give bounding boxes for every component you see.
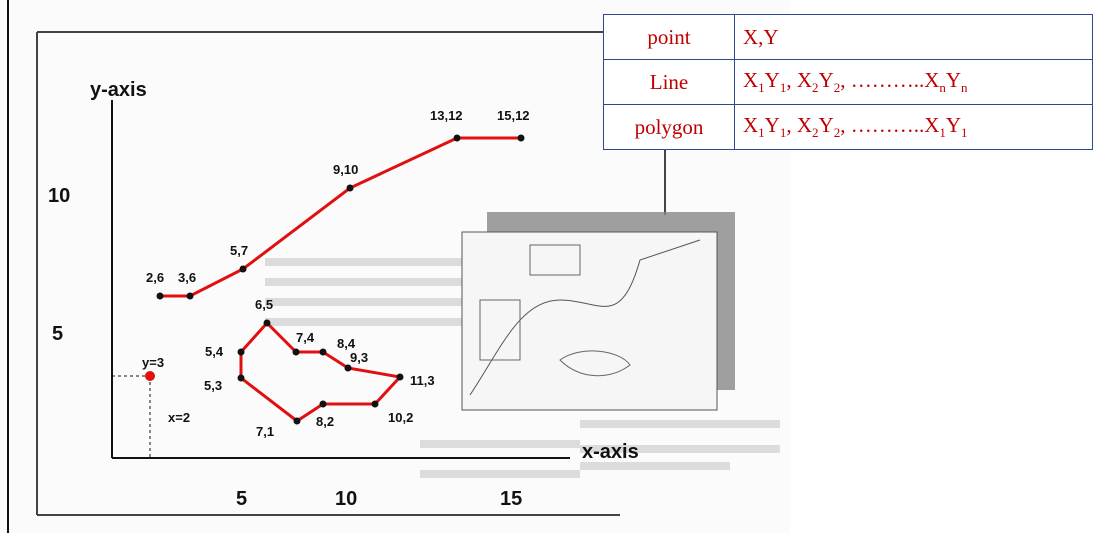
- vertex: [397, 374, 404, 381]
- vertex-label: 13,12: [430, 108, 463, 123]
- vertex-label: 5,4: [205, 344, 224, 359]
- coordinates: X,Y: [735, 15, 1093, 60]
- coord-text: , ………..X: [840, 68, 939, 92]
- coord-text: Y: [946, 68, 961, 92]
- vertex: [454, 135, 461, 142]
- point-label: y=3: [142, 355, 164, 370]
- feature-type: polygon: [604, 105, 735, 150]
- coord-text: , X: [786, 113, 812, 137]
- vertex: [264, 320, 271, 327]
- vertex-label: 15,12: [497, 108, 530, 123]
- vertex-label: 5,3: [204, 378, 222, 393]
- vertex-label: 9,10: [333, 162, 358, 177]
- vertex: [320, 349, 327, 356]
- faint-line: [420, 470, 580, 478]
- vertex-label: 7,1: [256, 424, 274, 439]
- vertex-label: 3,6: [178, 270, 196, 285]
- x-tick-label: 15: [500, 488, 522, 510]
- x-tick-label: 10: [335, 488, 357, 510]
- vertex-label: 2,6: [146, 270, 164, 285]
- point-x-note: x=2: [168, 410, 190, 425]
- subscript: n: [961, 80, 968, 95]
- vertex: [345, 365, 352, 372]
- vertex: [320, 401, 327, 408]
- feature-type: point: [604, 15, 735, 60]
- coord-text: X: [743, 113, 758, 137]
- vertex: [238, 375, 245, 382]
- coord-text: Y: [819, 68, 834, 92]
- point: [145, 371, 155, 381]
- table-row: point X,Y: [604, 15, 1093, 60]
- y-tick-label: 10: [48, 185, 70, 207]
- coord-text: , X: [786, 68, 812, 92]
- coord-text: , ………..X: [840, 113, 939, 137]
- y-tick-label: 5: [52, 323, 63, 345]
- coord-text: X,Y: [743, 25, 779, 49]
- coord-text: Y: [819, 113, 834, 137]
- vertex: [347, 185, 354, 192]
- coordinates: X1Y1, X2Y2, ………..XnYn: [735, 60, 1093, 105]
- vertex-label: 8,2: [316, 414, 334, 429]
- vertex: [518, 135, 525, 142]
- vertex: [238, 349, 245, 356]
- faint-line: [580, 420, 780, 428]
- vertex-label: 11,3: [410, 373, 435, 388]
- vertex: [240, 266, 247, 273]
- x-tick-label: 5: [236, 488, 247, 510]
- faint-line: [265, 318, 465, 326]
- page: {"figure": { "y_axis_label": "y-axis", "…: [0, 0, 1110, 533]
- vertex-label: 6,5: [255, 297, 273, 312]
- vertex-label: 7,4: [296, 330, 315, 345]
- coord-text: Y: [765, 113, 780, 137]
- vertex: [187, 293, 194, 300]
- coordinates: X1Y1, X2Y2, ………..X1Y1: [735, 105, 1093, 150]
- faint-line: [580, 462, 730, 470]
- coord-text: X: [743, 68, 758, 92]
- vertex-label: 10,2: [388, 410, 413, 425]
- vertex-label: 5,7: [230, 243, 248, 258]
- vertex: [293, 349, 300, 356]
- faint-line: [420, 440, 580, 448]
- feature-type: Line: [604, 60, 735, 105]
- map: [462, 232, 717, 410]
- vertex-label: 9,3: [350, 350, 368, 365]
- x-axis-label: x-axis: [582, 441, 639, 463]
- vertex: [157, 293, 164, 300]
- vertex-label: 8,4: [337, 336, 356, 351]
- vertex: [372, 401, 379, 408]
- coord-text: Y: [765, 68, 780, 92]
- subscript: 1: [961, 125, 968, 140]
- y-axis-label: y-axis: [90, 79, 147, 101]
- vertex: [294, 418, 301, 425]
- coord-text: Y: [946, 113, 961, 137]
